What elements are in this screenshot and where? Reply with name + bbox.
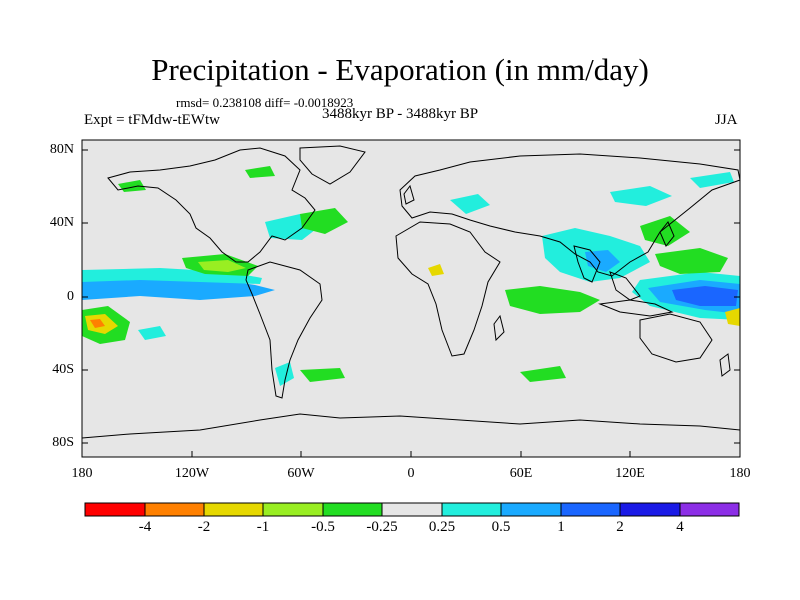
plot-title: Precipitation - Evaporation (in mm/day) (151, 52, 649, 87)
colorbar-box (322, 502, 383, 517)
coast-japan (659, 221, 675, 247)
colorbar (84, 502, 740, 517)
patch-wpac-east-yellow (725, 308, 740, 326)
lon-label: 180 (729, 466, 751, 481)
longitude-ticks (81, 451, 741, 457)
patch-wpacific-darkblue (672, 286, 738, 306)
colorbar-box (84, 502, 146, 517)
lon-label: 60E (509, 466, 533, 481)
colorbar-box (679, 502, 740, 517)
patch-arctic-green (245, 166, 275, 178)
patch-sio-green (520, 366, 566, 382)
coast-australia (639, 313, 713, 363)
colorbar-label: -0.25 (366, 519, 398, 535)
coast-se-asia (609, 271, 641, 301)
colorbar-label: 4 (676, 519, 684, 535)
coast-new-zealand (719, 353, 731, 377)
colorbar-label: -2 (197, 519, 211, 535)
patch-sepac-orange (90, 319, 105, 328)
anomaly-patches (82, 166, 740, 386)
lon-label: 0 (407, 466, 415, 481)
lat-label: 80S (52, 435, 74, 450)
patch-pacific-east-blue (82, 274, 275, 300)
stats-label: rmsd= 0.238108 diff= -0.0018923 (176, 95, 354, 110)
patch-sarab-yellow (428, 264, 444, 276)
lat-label: 80N (49, 142, 74, 157)
patch-africa-green (505, 286, 600, 314)
latitude-ticks (82, 149, 740, 444)
colorbar-box (441, 502, 502, 517)
colorbar-box (262, 502, 324, 517)
lon-label: 60W (287, 466, 315, 481)
lat-label: 40S (52, 362, 74, 377)
colorbar-label: -0.5 (311, 519, 335, 535)
patch-pacific-nw-cyan (690, 172, 734, 188)
coast-europe-asia (399, 153, 741, 277)
coastlines (81, 145, 741, 439)
lon-label: 120W (174, 466, 210, 481)
coast-madagascar (493, 314, 505, 342)
patch-wpac-green (655, 248, 728, 274)
period-label: 3488kyr BP - 3488kyr BP (322, 106, 479, 122)
colorbar-box (560, 502, 621, 517)
colorbar-label: 0.25 (428, 519, 456, 535)
patch-epac-itcz-lightgreen (198, 260, 246, 272)
coast-south-america (245, 261, 323, 399)
colorbar-box (500, 502, 562, 517)
lon-label: 180 (71, 466, 93, 481)
colorbar-label: 2 (616, 519, 624, 535)
experiment-label: Expt = tFMdw-tEWtw (84, 112, 220, 128)
colorbar-label: 1 (557, 519, 565, 535)
patch-siberia-cyan (610, 186, 672, 206)
season-label: JJA (715, 112, 738, 128)
lat-label: 0 (67, 289, 74, 304)
coast-north-america (107, 147, 316, 263)
colorbar-box (203, 502, 264, 517)
coast-greenland (299, 145, 366, 185)
colorbar-label: -4 (138, 519, 152, 535)
patch-nwpac-green (640, 216, 690, 246)
lat-label: 40N (49, 215, 74, 230)
colorbar-label: 0.5 (491, 519, 511, 535)
colorbar-box (619, 502, 681, 517)
coast-antarctica (81, 413, 741, 439)
coast-uk (403, 184, 415, 205)
patch-satl-cyan (138, 326, 166, 340)
lon-label: 120E (615, 466, 645, 481)
patch-samerica-cyan (275, 362, 294, 386)
patch-sbay-green (300, 368, 345, 382)
colorbar-box (381, 502, 443, 517)
coast-indonesia (598, 299, 674, 317)
patch-nafrica-cyan (450, 194, 490, 214)
colorbar-box (144, 502, 205, 517)
coast-africa (395, 221, 501, 357)
coast-india (573, 245, 601, 283)
colorbar-label: -1 (256, 519, 270, 535)
